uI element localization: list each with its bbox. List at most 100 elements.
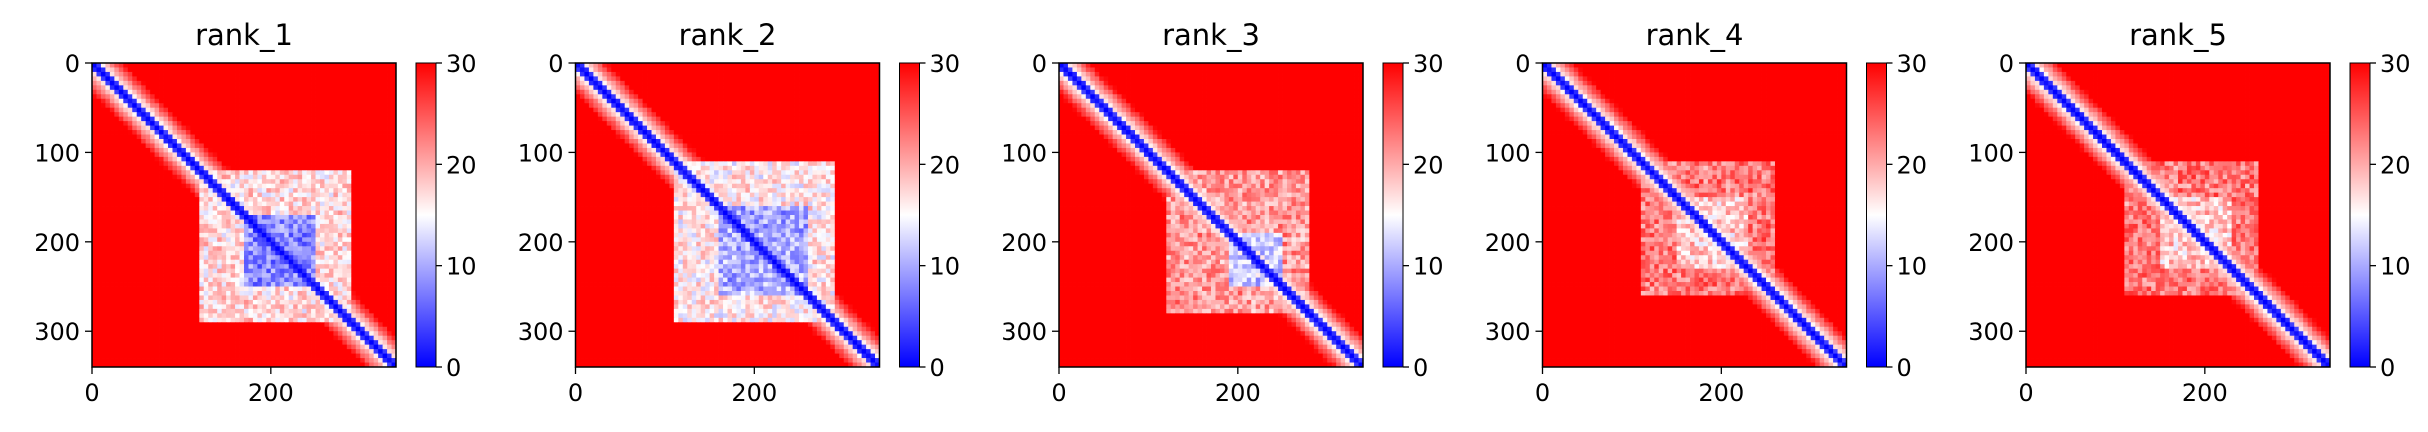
heatmap-cell [132,291,138,296]
heatmap-cell [369,322,375,328]
heatmap-cell [190,94,196,100]
heatmap-cell [132,295,138,301]
heatmap-cell [96,291,102,296]
heatmap-cell [270,134,276,140]
heatmap-cell [217,344,223,350]
heatmap-cell [199,237,205,243]
heatmap-cell [127,125,133,131]
heatmap-cell [105,121,111,126]
heatmap-cell [221,331,227,337]
heatmap-cell [660,80,666,86]
heatmap-cell [355,210,361,216]
heatmap-cell [799,63,804,68]
heatmap-cell [109,326,115,332]
heatmap-cell [673,71,679,77]
heatmap-cell [159,291,164,296]
heatmap-cell [199,170,205,176]
heatmap-cell [194,268,200,274]
heatmap-cell [221,192,227,198]
heatmap-cell [391,67,397,73]
heatmap-cell [105,340,111,346]
heatmap-cell [261,156,267,162]
heatmap-cell [181,116,187,122]
heatmap-cell [100,353,106,359]
heatmap-cell [360,121,366,126]
heatmap-cell [257,237,263,243]
heatmap-cell [190,71,196,77]
heatmap-cell [687,80,693,86]
heatmap-cell [100,183,106,189]
heatmap-cell [351,268,357,274]
heatmap-cell [226,250,231,256]
heatmap-cell [369,206,375,211]
heatmap-cell [302,232,307,238]
heatmap-cell [288,183,294,189]
heatmap-cell [382,139,388,144]
heatmap-cell [185,241,191,247]
heatmap-cell [230,349,236,354]
heatmap-cell [266,349,272,354]
heatmap-cell [391,179,397,185]
heatmap-cell [324,291,330,296]
heatmap-cell [275,349,281,354]
heatmap-cell [203,183,209,189]
heatmap-cell [100,121,106,126]
heatmap-cell [190,206,196,211]
heatmap-cell [360,156,366,162]
heatmap-cell [288,76,294,82]
heatmap-cell [208,188,214,194]
heatmap-cell [320,201,325,207]
heatmap-cell [239,286,245,292]
heatmap-cell [337,98,343,104]
heatmap-cell [360,210,366,216]
heatmap-cell [141,206,147,211]
heatmap-cell [244,223,249,229]
heatmap-cell [848,71,854,77]
heatmap-cell [226,340,231,346]
heatmap-cell [190,192,196,198]
heatmap-cell [100,326,106,332]
heatmap-cell [132,353,138,359]
heatmap-cell [302,340,307,346]
heatmap-cell [270,282,276,287]
heatmap-cell [275,322,281,328]
heatmap-cell [857,67,863,73]
heatmap-cell [257,331,263,337]
heatmap-cell [100,250,106,256]
heatmap-cell [145,250,151,256]
heatmap-cell [333,255,339,261]
heatmap-cell [230,237,236,243]
heatmap-cell [123,295,129,301]
heatmap-cell [226,179,231,185]
heatmap-cell [230,156,236,162]
heatmap-cell [597,67,603,73]
heatmap-cell [248,188,254,194]
heatmap-cell [342,174,348,180]
heatmap-cell [682,67,688,73]
heatmap-cell [181,340,187,346]
heatmap-cell [633,71,639,77]
heatmap-cell [212,183,218,189]
heatmap-cell [105,282,111,287]
heatmap-cell [687,76,693,82]
heatmap-cell [816,71,822,77]
heatmap-cell [293,273,299,278]
heatmap-cell [611,71,617,77]
heatmap-cell [311,107,316,113]
heatmap-cell [244,313,249,319]
heatmap-cell [221,188,227,194]
heatmap-cell [261,331,267,337]
heatmap-cell [230,63,236,68]
heatmap-cell [199,107,205,113]
heatmap-cell [145,201,151,207]
heatmap-cell [100,331,106,337]
heatmap-cell [172,223,178,229]
heatmap-cell [328,125,334,131]
heatmap-cell [235,282,240,287]
heatmap-cell [284,139,290,144]
heatmap-cell [208,340,214,346]
heatmap-cell [333,98,339,104]
heatmap-cell [185,112,191,118]
heatmap-cell [324,358,330,363]
heatmap-cell [239,349,245,354]
